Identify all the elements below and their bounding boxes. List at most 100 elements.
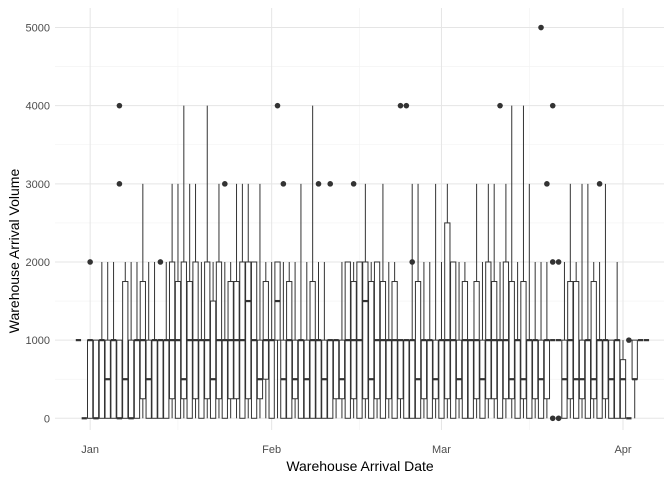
box-2024-02-11 [327, 181, 334, 419]
x-tick-label: Apr [614, 444, 631, 456]
box-body [174, 281, 182, 419]
box-body [403, 339, 410, 419]
y-axis-tick-labels: 0 1000 2000 3000 4000 5000 [26, 23, 50, 426]
box-body [420, 339, 428, 400]
outlier-point [280, 181, 287, 187]
box-body [180, 261, 187, 400]
box-body [385, 339, 392, 400]
box-2024-02-08 [309, 105, 316, 419]
outlier-point [315, 181, 322, 187]
box-body [245, 261, 252, 400]
box-2024-02-21 [385, 261, 392, 419]
outlier-point [403, 102, 410, 109]
outlier-point [350, 181, 357, 187]
box-body [157, 339, 164, 419]
y-tick-label: 0 [44, 413, 50, 425]
box-body [379, 281, 387, 419]
box-2024-03-31 [614, 261, 621, 419]
box-2024-01-06 [116, 102, 123, 420]
box-body [614, 339, 621, 419]
box-2024-04-01 [619, 340, 627, 419]
x-axis-title: Warehouse Arrival Date [286, 458, 434, 474]
box-body [397, 339, 404, 400]
box-body [508, 281, 515, 400]
box-2024-01-08 [127, 261, 135, 420]
box-2024-01-15 [168, 183, 176, 419]
box-2024-01-12 [151, 261, 158, 419]
box-2024-03-28 [596, 181, 603, 419]
box-2024-01-13 [157, 259, 164, 419]
box-2024-03-23 [567, 183, 574, 419]
box-body [578, 339, 586, 400]
box-body [122, 281, 129, 419]
box-body [327, 339, 334, 419]
box-2024-01-30 [256, 183, 264, 419]
box-2024-04-02 [626, 337, 632, 420]
x-tick-label: Feb [262, 444, 281, 456]
box-2024-03-18 [537, 24, 545, 419]
box-2024-01-31 [262, 261, 269, 419]
box-2024-01-09 [133, 261, 141, 419]
box-2024-02-07 [303, 261, 310, 419]
box-2024-02-14 [344, 261, 351, 419]
box-2024-02-05 [291, 261, 299, 419]
box-body [414, 281, 422, 419]
box-2024-04-03 [631, 339, 638, 419]
box-2024-03-26 [584, 183, 592, 419]
box-body [215, 261, 223, 400]
box-2024-02-04 [286, 261, 293, 419]
box-body [151, 339, 158, 419]
box-body [309, 281, 316, 419]
box-2024-03-01 [438, 261, 445, 419]
box-2024-03-25 [578, 183, 586, 419]
box-2024-02-27 [420, 261, 428, 419]
box-body [631, 339, 638, 380]
box-body [192, 261, 199, 400]
box-body [520, 281, 527, 400]
box-body [268, 339, 275, 419]
outlier-point [549, 415, 556, 422]
box-series [75, 24, 650, 422]
box-2024-03-02 [444, 183, 451, 419]
box-body [602, 339, 609, 400]
box-2024-01-05 [110, 261, 117, 419]
outlier-point [555, 415, 562, 422]
box-body [110, 339, 117, 419]
box-2024-02-23 [397, 102, 404, 419]
outlier-point [116, 102, 123, 109]
box-2024-01-02 [92, 339, 100, 420]
box-body [391, 281, 398, 419]
box-2024-01-17 [180, 105, 187, 419]
box-2024-02-02 [274, 102, 281, 419]
box-body [467, 339, 474, 419]
box-body [461, 281, 469, 419]
box-2024-03-29 [602, 183, 609, 419]
box-2024-02-06 [297, 183, 305, 419]
box-2024-03-07 [473, 183, 480, 419]
box-body [432, 339, 439, 400]
box-2024-01-03 [98, 261, 105, 419]
box-2024-03-19 [543, 181, 551, 419]
y-axis-title: Warehouse Arrival Volume [6, 169, 22, 334]
box-body [526, 339, 533, 419]
box-body [426, 339, 433, 419]
box-body [262, 281, 269, 380]
x-tick-label: Jan [81, 444, 99, 456]
box-2024-02-13 [338, 261, 346, 419]
box-2024-01-18 [186, 183, 193, 419]
box-2024-03-13 [508, 105, 515, 419]
box-2024-02-19 [373, 261, 381, 419]
box-body [409, 339, 416, 419]
box-2024-01-04 [104, 261, 111, 419]
box-body [338, 339, 346, 400]
y-tick-label: 4000 [26, 101, 50, 113]
box-body [368, 281, 375, 419]
box-2024-03-17 [532, 261, 539, 419]
box-2024-03-04 [455, 261, 463, 419]
box-2024-02-12 [332, 339, 340, 419]
box-body [496, 339, 504, 419]
box-2024-02-09 [315, 181, 322, 419]
box-2024-03-08 [479, 261, 486, 419]
box-2024-02-15 [350, 181, 357, 419]
box-2024-02-25 [409, 183, 416, 419]
